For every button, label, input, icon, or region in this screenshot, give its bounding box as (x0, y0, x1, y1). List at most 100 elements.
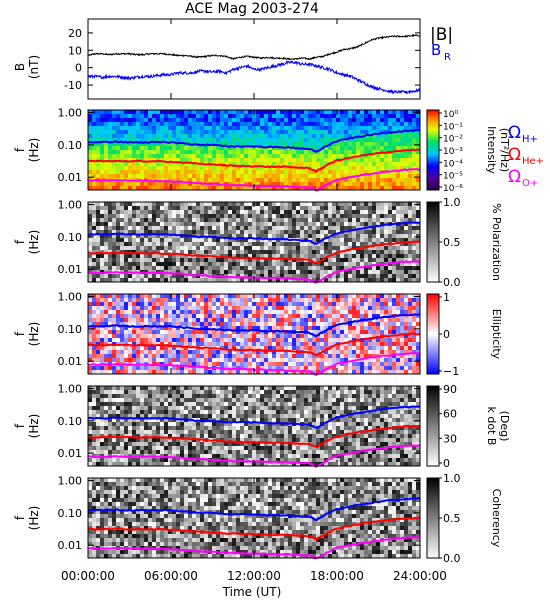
heatmap-cell (416, 258, 421, 263)
heatmap-cell (380, 358, 385, 363)
heatmap-cell (176, 338, 181, 343)
heatmap-cell (120, 210, 125, 215)
heatmap-cell (172, 238, 177, 243)
heatmap-cell (228, 342, 233, 347)
heatmap-cell (232, 270, 237, 275)
heatmap-cell (120, 242, 125, 247)
heatmap-cell (240, 278, 245, 283)
heatmap-cell (316, 326, 321, 331)
heatmap-cell (372, 170, 377, 175)
heatmap-cell (184, 338, 189, 343)
heatmap-cell (276, 306, 281, 311)
heatmap-cell (332, 298, 337, 303)
heatmap-cell (100, 134, 105, 139)
heatmap-cell (220, 146, 225, 151)
heatmap-cell (288, 222, 293, 227)
heatmap-cell (288, 302, 293, 307)
heatmap-cell (300, 322, 305, 327)
heatmap-cell (276, 146, 281, 151)
heatmap-cell (120, 322, 125, 327)
heatmap-cell (232, 318, 237, 323)
heatmap-cell (124, 266, 129, 271)
heatmap-cell (280, 114, 285, 119)
heatmap-cell (316, 118, 321, 123)
heatmap-cell (132, 266, 137, 271)
heatmap-cell (332, 362, 337, 367)
heatmap-cell (172, 150, 177, 155)
heatmap-cell (248, 258, 253, 263)
heatmap-cell (88, 314, 93, 319)
heatmap-cell (88, 254, 93, 259)
heatmap-cell (368, 174, 373, 179)
heatmap-cell (332, 258, 337, 263)
heatmap-cell (224, 222, 229, 227)
heatmap-cell (364, 150, 369, 155)
heatmap-cell (292, 114, 297, 119)
heatmap-cell (312, 110, 317, 115)
heatmap-cell (312, 310, 317, 315)
heatmap-cell (152, 342, 157, 347)
heatmap-cell (196, 214, 201, 219)
heatmap-cell (336, 210, 341, 215)
heatmap-cell (264, 182, 269, 187)
heatmap-cell (88, 266, 93, 271)
heatmap-cell (132, 326, 137, 331)
heatmap-cell (180, 250, 185, 255)
heatmap-cell (156, 262, 161, 267)
heatmap-cell (168, 334, 173, 339)
heatmap-cell (372, 294, 377, 299)
heatmap-cell (348, 134, 353, 139)
heatmap-cell (252, 302, 257, 307)
heatmap-cell (96, 110, 101, 115)
heatmap-cell (248, 266, 253, 271)
heatmap-cell (148, 366, 153, 371)
heatmap-cell (176, 306, 181, 311)
heatmap-cell (112, 258, 117, 263)
heatmap-cell (112, 346, 117, 351)
heatmap-cell (248, 206, 253, 211)
heatmap-cell (124, 330, 129, 335)
heatmap-cell (280, 322, 285, 327)
heatmap-cell (380, 114, 385, 119)
heatmap-cell (204, 258, 209, 263)
heatmap-cell (224, 294, 229, 299)
heatmap-cell (188, 126, 193, 131)
heatmap-cell (160, 306, 165, 311)
heatmap-cell (276, 370, 281, 375)
heatmap-cell (320, 174, 325, 179)
heatmap-cell (332, 202, 337, 207)
heatmap-cell (120, 118, 125, 123)
heatmap-cell (140, 266, 145, 271)
heatmap-cell (168, 250, 173, 255)
heatmap-cell (172, 310, 177, 315)
heatmap-cell (340, 134, 345, 139)
heatmap-cell (104, 314, 109, 319)
heatmap-cell (292, 234, 297, 239)
heatmap-cell (256, 250, 261, 255)
heatmap-cell (216, 154, 221, 159)
heatmap-cell (356, 206, 361, 211)
heatmap-cell (180, 298, 185, 303)
heatmap-cell (376, 318, 381, 323)
heatmap-cell (404, 242, 409, 247)
heatmap-cell (388, 322, 393, 327)
heatmap-cell (208, 166, 213, 171)
heatmap-cell (216, 278, 221, 283)
heatmap-cell (200, 226, 205, 231)
heatmap-cell (164, 158, 169, 163)
heatmap-cell (284, 322, 289, 327)
heatmap-cell (320, 158, 325, 163)
heatmap-cell (236, 162, 241, 167)
heatmap-cell (216, 150, 221, 155)
heatmap-cell (316, 110, 321, 115)
heatmap-cell (152, 278, 157, 283)
heatmap-cell (152, 226, 157, 231)
heatmap-cell (144, 222, 149, 227)
heatmap-cell (380, 178, 385, 183)
heatmap-cell (408, 266, 413, 271)
heatmap-cell (344, 254, 349, 259)
heatmap-cell (328, 262, 333, 267)
heatmap-cell (284, 278, 289, 283)
heatmap-cell (188, 342, 193, 347)
heatmap-cell (172, 118, 177, 123)
